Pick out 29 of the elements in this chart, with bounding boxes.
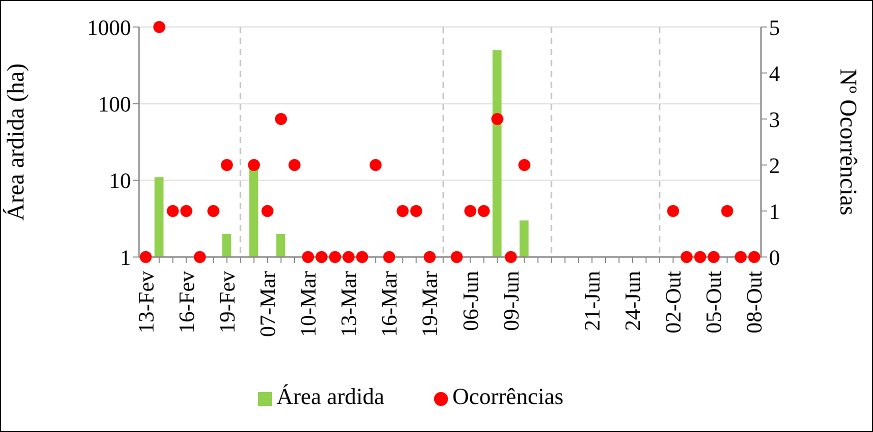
x-tick-label: 06-Jun — [458, 271, 483, 331]
y-tick-label: 100 — [98, 91, 131, 116]
x-tick-label: 09-Jun — [498, 271, 524, 331]
y2-tick-label: 3 — [769, 106, 780, 132]
y2-tick-label: 0 — [769, 244, 780, 270]
x-tick-label: 13-Mar — [336, 270, 362, 337]
x-tick-label: 02-Out — [660, 271, 686, 334]
x-tick-label: 21-Jun — [579, 271, 604, 331]
y2-tick-label: 5 — [769, 14, 780, 40]
y2-tick-label: 2 — [769, 152, 780, 178]
x-tick-label: 07-Mar — [254, 270, 280, 337]
x-tick-label: 08-Out — [742, 271, 767, 334]
y-tick-label: 1 — [120, 244, 131, 270]
x-tick-label: 10-Mar — [296, 270, 321, 337]
x-tick-label: 19-Mar — [417, 270, 442, 337]
x-tick-label: 19-Fev — [214, 271, 240, 334]
legend-label: Área ardida — [276, 384, 384, 409]
y2-tick-label: 4 — [769, 60, 780, 86]
y-axis-title: Área ardida (ha) — [2, 63, 30, 221]
legend-label: Ocorrências — [452, 384, 564, 409]
x-tick-label: 05-Out — [701, 271, 726, 334]
y2-tick-label: 1 — [769, 198, 780, 224]
x-tick-label: 24-Jun — [620, 271, 646, 331]
x-tick-label: 13-Fev — [133, 271, 158, 334]
x-tick-label: 16-Fev — [174, 271, 199, 334]
y2-axis-title: Nº Ocorrências — [834, 68, 860, 216]
y-tick-label: 1000 — [87, 14, 131, 40]
x-tick-label: 16-Mar — [376, 270, 402, 337]
y-tick-label: 10 — [109, 168, 131, 194]
